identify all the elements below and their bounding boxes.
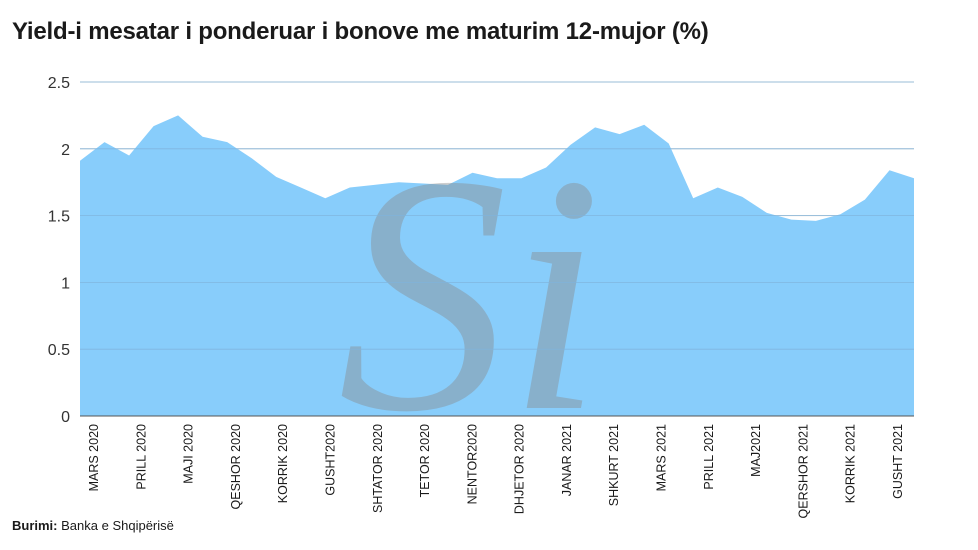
- x-tick-label: DHJETOR 2020: [513, 424, 527, 514]
- source-label: Burimi:: [12, 518, 58, 533]
- x-tick-label: SHKURT 2021: [607, 424, 621, 506]
- x-tick-label: MAJI 2020: [182, 424, 196, 484]
- y-axis-ticks: 0 0.5 1 1.5 2 2.5: [48, 75, 70, 426]
- x-tick-label: JANAR 2021: [560, 424, 574, 496]
- x-tick-label: GUSHT2020: [324, 424, 338, 496]
- y-tick-label: 2: [61, 142, 70, 159]
- watermark-text: Si: [338, 105, 602, 482]
- source-text: Banka e Shqipërisë: [61, 518, 174, 533]
- x-tick-label: GUSHT 2021: [891, 424, 905, 499]
- x-tick-label: MARS 2020: [87, 424, 101, 491]
- x-tick-label: PRILL 2020: [134, 424, 148, 490]
- x-tick-label: KORRIK 2020: [276, 424, 290, 503]
- x-tick-label: QESHOR 2020: [229, 424, 243, 510]
- area-series: [80, 115, 914, 417]
- x-tick-label: QERSHOR 2021: [796, 424, 810, 519]
- x-axis-ticks: MARS 2020 PRILL 2020 MAJI 2020 QESHOR 2020 K…: [87, 424, 905, 519]
- y-tick-label: 2.5: [48, 75, 70, 92]
- grid-lines-overlay: [80, 81, 914, 350]
- x-tick-label: KORRIK 2021: [844, 424, 858, 503]
- x-tick-label: PRILL 2021: [702, 424, 716, 490]
- x-tick-label: SHTATOR 2020: [371, 424, 385, 513]
- x-tick-label: NENTOR2020: [465, 424, 479, 504]
- x-tick-label: MAJ2021: [749, 424, 763, 477]
- y-tick-label: 1: [61, 275, 70, 292]
- y-tick-label: 0: [61, 409, 70, 426]
- y-tick-label: 1.5: [48, 209, 70, 226]
- watermark-logo: Si: [338, 105, 602, 482]
- x-tick-label: MARS 2021: [655, 424, 669, 491]
- source-note: Burimi: Banka e Shqipërisë: [12, 518, 174, 533]
- x-tick-label: TETOR 2020: [418, 424, 432, 497]
- chart-title: Yield-i mesatar i ponderuar i bonove me …: [12, 18, 709, 45]
- y-tick-label: 0.5: [48, 342, 70, 359]
